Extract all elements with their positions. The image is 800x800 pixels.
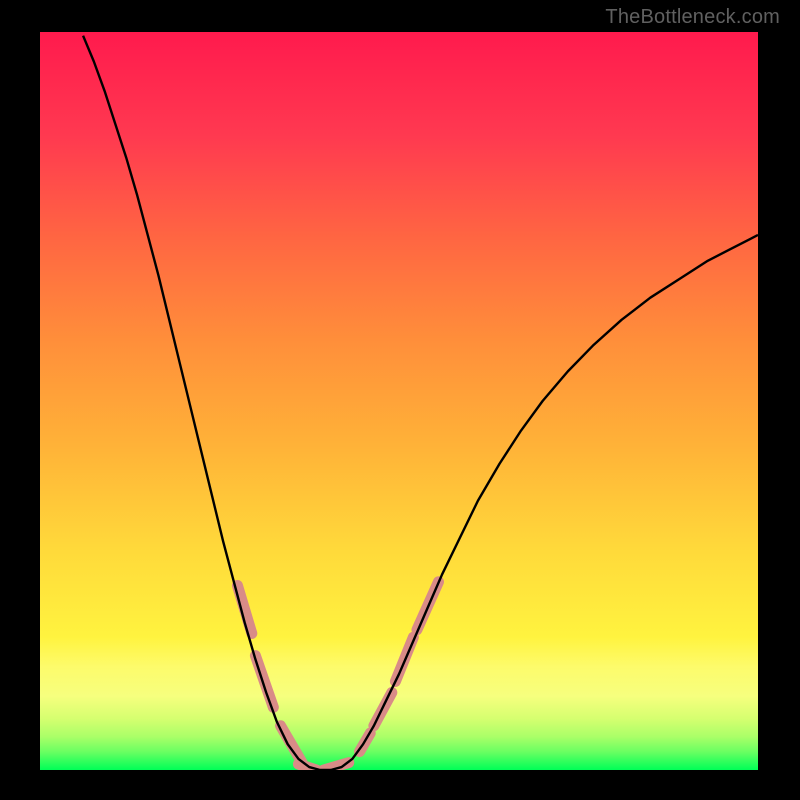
chart-svg bbox=[40, 32, 758, 770]
watermark-text: TheBottleneck.com bbox=[605, 6, 780, 29]
plot-area bbox=[40, 32, 758, 770]
figure-frame: TheBottleneck.com bbox=[0, 0, 800, 800]
